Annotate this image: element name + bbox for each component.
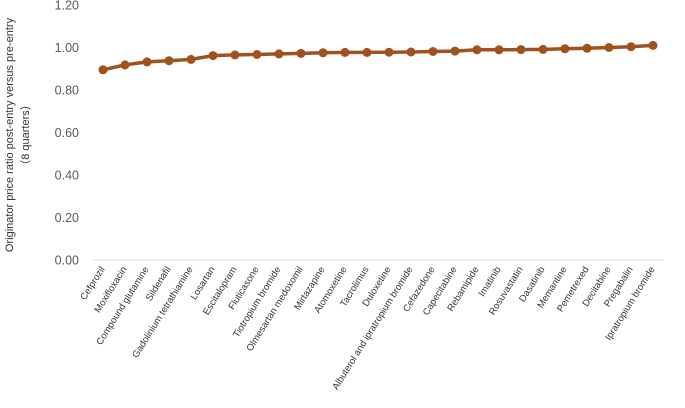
data-point <box>472 45 482 55</box>
data-point <box>604 43 614 52</box>
series-points <box>98 40 658 75</box>
y-tick-label: 0.20 <box>55 211 79 225</box>
data-point <box>582 43 592 53</box>
data-point <box>142 57 152 67</box>
data-point <box>494 45 504 55</box>
data-point <box>252 50 262 59</box>
data-point <box>164 56 174 66</box>
data-point <box>120 60 130 70</box>
data-point <box>208 51 218 61</box>
data-point <box>230 50 240 60</box>
y-axis-title-line-1: Originator price ratio post-entry versus… <box>4 17 16 252</box>
data-point <box>296 48 306 58</box>
data-point <box>626 42 636 52</box>
data-point <box>98 65 108 75</box>
data-point <box>406 47 416 57</box>
data-point <box>384 47 394 57</box>
data-point <box>560 44 570 54</box>
y-tick-label: 1.00 <box>55 41 79 55</box>
series-line <box>102 43 654 72</box>
y-axis-ticks: 0.00 0.20 0.40 0.60 0.80 1.00 1.20 <box>55 0 79 268</box>
y-tick-label: 0.60 <box>55 126 79 140</box>
data-point <box>362 47 372 57</box>
data-point <box>648 40 658 50</box>
y-axis-title-line-2: （8 quarters） <box>19 99 32 171</box>
data-point <box>318 48 328 58</box>
data-point <box>538 44 548 54</box>
data-point <box>450 46 460 56</box>
y-axis-title: Originator price ratio post-entry versus… <box>4 17 32 252</box>
y-tick-label: 0.40 <box>55 169 79 183</box>
y-tick-label: 0.00 <box>55 254 79 268</box>
data-point <box>340 47 350 57</box>
y-tick-label: 0.80 <box>55 84 79 98</box>
y-tick-label: 1.20 <box>55 0 79 13</box>
data-point <box>186 54 196 64</box>
data-point <box>516 45 526 55</box>
data-point <box>274 49 284 59</box>
data-point <box>428 47 438 56</box>
